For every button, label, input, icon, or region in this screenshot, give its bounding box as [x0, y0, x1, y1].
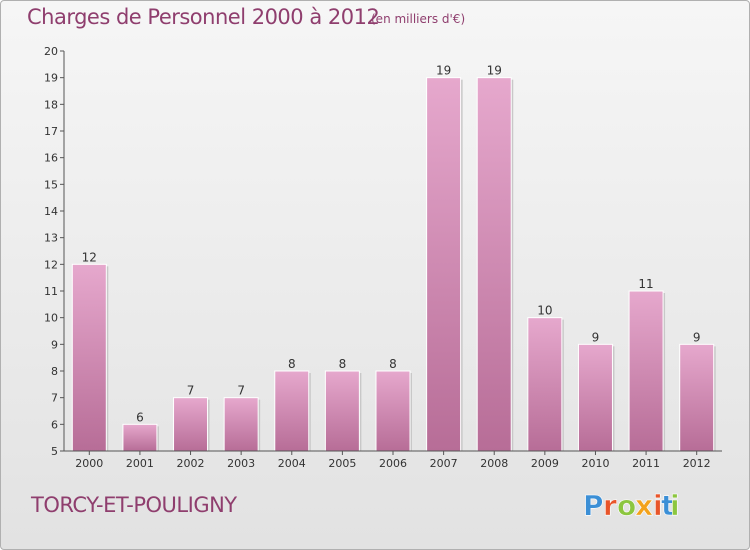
y-tick-label-6: 6 [51, 418, 58, 431]
logo-letter: x [635, 489, 653, 522]
chart-subtitle: (en milliers d'€) [371, 12, 466, 26]
data-label-2008: 19 [487, 64, 502, 78]
y-tick-label-12: 12 [44, 258, 58, 271]
x-tick-label-2009: 2009 [531, 457, 559, 470]
y-tick-label-11: 11 [44, 285, 58, 298]
y-tick-label-15: 15 [44, 178, 58, 191]
data-label-2011: 11 [638, 277, 653, 291]
bar-2009 [527, 317, 563, 452]
x-tick-label-2003: 2003 [227, 457, 255, 470]
y-tick-label-20: 20 [44, 45, 58, 58]
data-labels: 12 6 7 7 8 8 8 19 19 10 9 11 9 [82, 64, 701, 425]
logo-letter: P [583, 489, 604, 522]
data-label-2004: 8 [288, 357, 296, 371]
x-tick-label-2007: 2007 [430, 457, 458, 470]
data-label-2007: 19 [436, 64, 451, 78]
logo-letter: r [603, 489, 617, 522]
x-tick-label-2001: 2001 [126, 457, 154, 470]
data-label-2005: 8 [339, 357, 347, 371]
y-tick-label-7: 7 [51, 392, 58, 405]
bar-2007 [426, 77, 462, 452]
bar-2012 [679, 343, 715, 452]
x-tick-label-2006: 2006 [379, 457, 407, 470]
y-tick-label-13: 13 [44, 232, 58, 245]
data-label-2009: 10 [537, 304, 552, 318]
bar-2000 [71, 263, 107, 452]
y-tick-label-14: 14 [44, 205, 58, 218]
x-tick-label-2005: 2005 [328, 457, 356, 470]
y-tick-label-5: 5 [51, 445, 58, 458]
commune-name: TORCY-ET-POULIGNY [31, 493, 237, 517]
chart-title: Charges de Personnel 2000 à 2012 [27, 5, 380, 29]
bar-2004 [274, 370, 310, 452]
x-tick-label-2002: 2002 [177, 457, 205, 470]
data-label-2010: 9 [592, 330, 600, 344]
y-tick-label-8: 8 [51, 365, 58, 378]
x-tick-label-2011: 2011 [632, 457, 660, 470]
data-label-2002: 7 [187, 384, 195, 398]
bar-2008 [476, 77, 512, 452]
bar-2006 [375, 370, 411, 452]
x-tick-label-2012: 2012 [683, 457, 711, 470]
y-tick-label-17: 17 [44, 125, 58, 138]
x-tick-label-2008: 2008 [480, 457, 508, 470]
logo-letter: o [617, 489, 636, 522]
x-tick-label-2010: 2010 [581, 457, 609, 470]
logo-letter: i [670, 489, 680, 522]
bar-2003 [223, 397, 259, 452]
y-tick-label-10: 10 [44, 312, 58, 325]
bar-2010 [577, 343, 613, 452]
y-tick-label-16: 16 [44, 152, 58, 165]
logo-letter: t [661, 489, 674, 522]
x-tick-label-2000: 2000 [75, 457, 103, 470]
x-tick-label-2004: 2004 [278, 457, 306, 470]
y-tick-label-9: 9 [51, 338, 58, 351]
logo-letter: i [653, 489, 663, 522]
bar-2005 [324, 370, 360, 452]
data-label-2003: 7 [237, 384, 245, 398]
data-label-2000: 12 [82, 250, 97, 264]
y-tick-label-18: 18 [44, 98, 58, 111]
bar-2001 [122, 423, 158, 452]
bars [71, 77, 716, 452]
bar-2011 [628, 290, 664, 452]
y-tick-label-19: 19 [44, 72, 58, 85]
data-label-2001: 6 [136, 410, 144, 424]
data-label-2006: 8 [389, 357, 397, 371]
data-label-2012: 9 [693, 330, 701, 344]
bar-2002 [173, 397, 209, 452]
axes: 2000 2001 2002 2003 2004 2005 2006 2007 2008 2009… [44, 45, 722, 470]
